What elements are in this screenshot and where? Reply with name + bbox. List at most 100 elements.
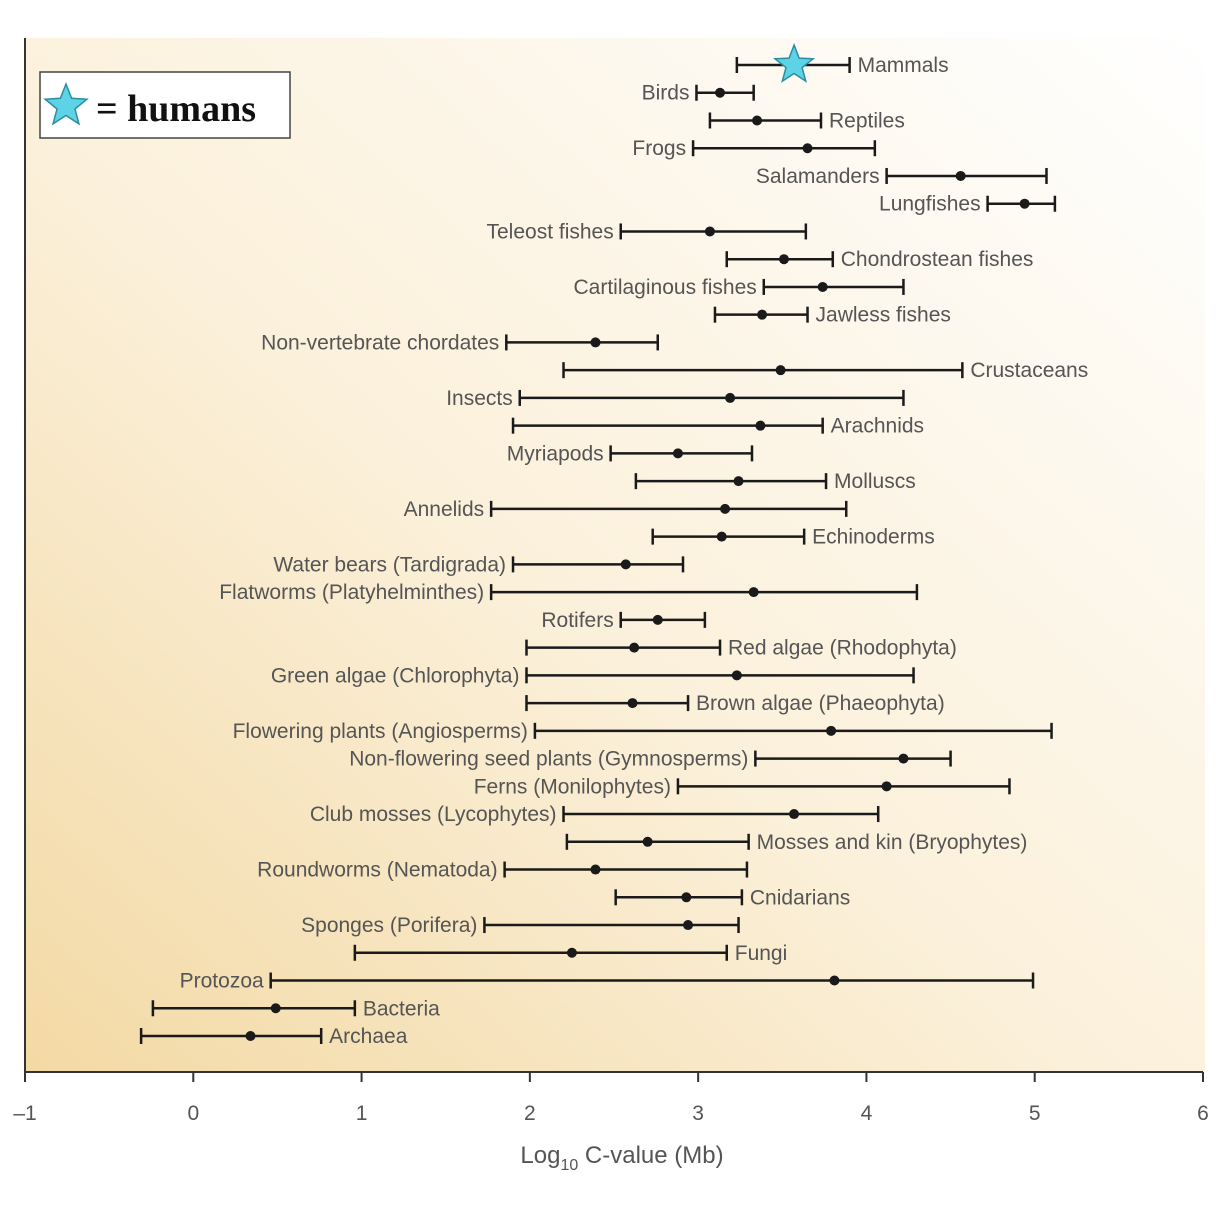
row-label: Flowering plants (Angiosperms)	[233, 720, 528, 743]
row-label: Jawless fishes	[816, 304, 951, 327]
row-roundworms-nematoda-: Roundworms (Nematoda)	[257, 859, 749, 882]
row-label: Insects	[446, 387, 513, 410]
row-rotifers: Rotifers	[541, 609, 707, 632]
row-label: Brown algae (Phaeophyta)	[696, 692, 945, 715]
row-bacteria: Bacteria	[151, 997, 440, 1020]
row-label: Red algae (Rhodophyta)	[728, 637, 957, 660]
row-label: Non-flowering seed plants (Gymnosperms)	[349, 748, 748, 771]
mean-point	[566, 947, 577, 958]
x-tick-label: 6	[1197, 1102, 1209, 1125]
plot-background	[25, 38, 1205, 1072]
row-red-algae-rhodophyta-: Red algae (Rhodophyta)	[525, 637, 957, 660]
row-echinoderms: Echinoderms	[651, 526, 935, 549]
x-axis-label: Log10 C-value (Mb)	[520, 1142, 723, 1174]
row-frogs: Frogs	[632, 137, 877, 160]
row-non-vertebrate-chordates: Non-vertebrate chordates	[261, 331, 660, 354]
row-cnidarians: Cnidarians	[614, 886, 850, 909]
legend-star-icon	[43, 81, 89, 126]
row-label: Roundworms (Nematoda)	[257, 859, 497, 882]
row-label: Fungi	[735, 942, 788, 965]
mean-point	[898, 753, 909, 764]
row-label: Annelids	[404, 498, 485, 521]
mean-point	[748, 587, 759, 598]
row-mosses-and-kin-bryophytes-: Mosses and kin (Bryophytes)	[565, 831, 1028, 854]
row-fungi: Fungi	[353, 942, 788, 965]
row-label: Mosses and kin (Bryophytes)	[757, 831, 1028, 854]
row-label: Reptiles	[829, 109, 905, 132]
row-annelids: Annelids	[404, 498, 848, 521]
legend-box	[39, 71, 291, 139]
row-teleost-fishes: Teleost fishes	[486, 220, 808, 243]
row-label: Protozoa	[180, 970, 264, 993]
x-tick-label: 2	[524, 1102, 536, 1125]
row-water-bears-tardigrada-: Water bears (Tardigrada)	[273, 553, 685, 576]
mean-point	[725, 392, 736, 403]
x-tick-label: 5	[1029, 1102, 1041, 1125]
row-brown-algae-phaeophyta-: Brown algae (Phaeophyta)	[525, 692, 945, 715]
mean-point	[755, 420, 766, 431]
mean-point	[802, 143, 813, 154]
row-birds: Birds	[642, 82, 755, 105]
mean-point	[881, 781, 892, 792]
x-tick-label: 4	[861, 1102, 873, 1125]
row-label: Myriapods	[507, 442, 604, 465]
mean-point	[716, 531, 727, 542]
x-ticks: –1 0 1 2 3 4 5 6	[13, 1072, 1209, 1125]
mean-point	[715, 87, 726, 98]
row-label: Cnidarians	[750, 886, 850, 909]
mean-point	[627, 698, 638, 709]
row-label: Archaea	[329, 1025, 408, 1048]
row-label: Ferns (Monilophytes)	[474, 775, 671, 798]
x-tick-label: 3	[692, 1102, 704, 1125]
row-label: Non-vertebrate chordates	[261, 331, 499, 354]
row-protozoa: Protozoa	[180, 970, 1035, 993]
humans-star-icon	[772, 42, 816, 83]
row-non-flowering-seed-plants-gymnosperms-: Non-flowering seed plants (Gymnosperms)	[349, 748, 952, 771]
row-molluscs: Molluscs	[634, 470, 916, 493]
row-crustaceans: Crustaceans	[562, 359, 1088, 382]
mean-point	[720, 503, 731, 514]
row-jawless-fishes: Jawless fishes	[713, 304, 951, 327]
mean-point	[826, 725, 837, 736]
mean-point	[778, 254, 789, 265]
row-label: Echinoderms	[812, 526, 935, 549]
row-green-algae-chlorophyta-: Green algae (Chlorophyta)	[271, 664, 915, 687]
mean-point	[1019, 198, 1030, 209]
mean-point	[757, 309, 768, 320]
row-label: Club mosses (Lycophytes)	[310, 803, 557, 826]
mean-point	[704, 226, 715, 237]
row-label: Water bears (Tardigrada)	[273, 553, 506, 576]
row-flatworms-platyhelminthes-: Flatworms (Platyhelminthes)	[219, 581, 919, 604]
x-tick-label: 1	[356, 1102, 368, 1125]
mean-point	[775, 365, 786, 376]
mean-point	[829, 975, 840, 986]
row-arachnids: Arachnids	[511, 415, 924, 438]
row-ferns-monilophytes-: Ferns (Monilophytes)	[474, 775, 1011, 798]
row-label: Bacteria	[363, 997, 440, 1020]
row-label: Mammals	[858, 54, 949, 77]
row-insects: Insects	[446, 387, 905, 410]
mean-point	[620, 559, 631, 570]
row-club-mosses-lycophytes-: Club mosses (Lycophytes)	[310, 803, 880, 826]
mean-point	[752, 115, 763, 126]
row-label: Lungfishes	[879, 193, 981, 216]
mean-point	[817, 281, 828, 292]
mean-point	[672, 448, 683, 459]
row-label: Chondrostean fishes	[841, 248, 1034, 271]
row-reptiles: Reptiles	[708, 109, 905, 132]
mean-point	[731, 670, 742, 681]
row-myriapods: Myriapods	[507, 442, 754, 465]
mean-point	[590, 337, 601, 348]
row-label: Salamanders	[756, 165, 880, 188]
row-label: Cartilaginous fishes	[574, 276, 757, 299]
row-label: Birds	[642, 82, 690, 105]
mean-point	[270, 1003, 281, 1014]
row-label: Arachnids	[831, 415, 924, 438]
mean-point	[590, 864, 601, 875]
plot-marks: Mammals Birds Reptiles Frogs Salamanders Lung…	[139, 42, 1088, 1048]
mean-point	[652, 614, 663, 625]
row-label: Flatworms (Platyhelminthes)	[219, 581, 484, 604]
row-label: Rotifers	[541, 609, 613, 632]
row-label: Teleost fishes	[486, 220, 613, 243]
row-chondrostean-fishes: Chondrostean fishes	[725, 248, 1034, 271]
